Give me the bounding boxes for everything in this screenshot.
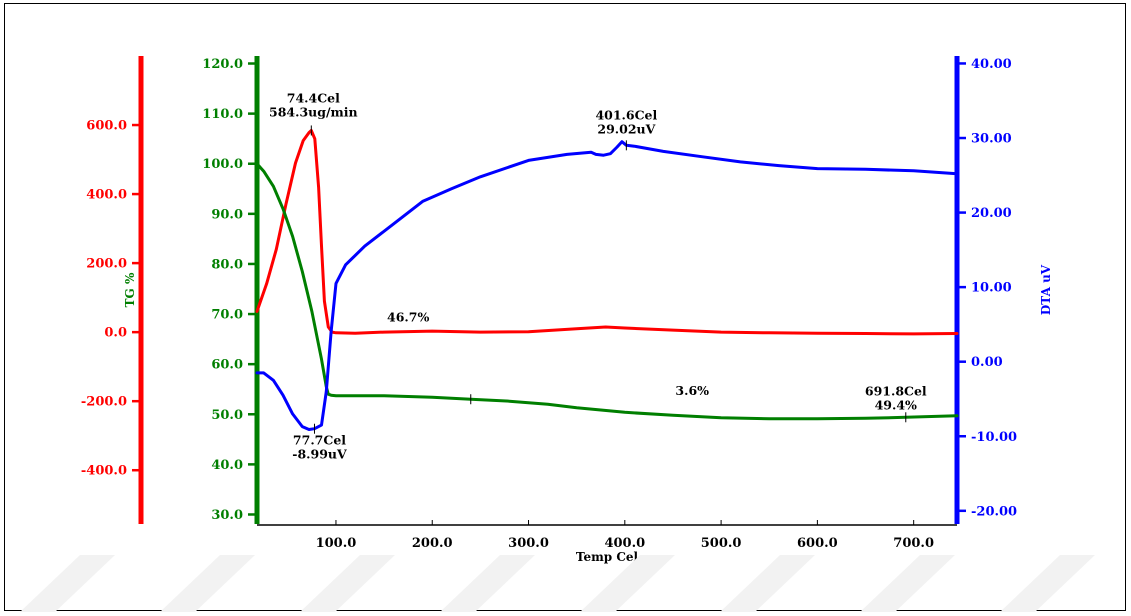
- tg-tick-label: 60.0: [211, 358, 243, 373]
- dtg-tick-label: -200.0: [81, 395, 127, 410]
- x-tick-label: 400.0: [604, 536, 645, 551]
- dta-tick-label: 40.00: [971, 57, 1012, 72]
- x-axis-title: Temp Cel: [576, 550, 639, 564]
- x-tick-label: 600.0: [797, 536, 838, 551]
- annotation-label: 77.7Cel: [293, 433, 346, 448]
- watermark-stripe: [860, 555, 955, 612]
- dta-tick-label: 30.00: [971, 132, 1012, 147]
- watermark-stripe: [160, 555, 255, 612]
- watermark-stripe: [440, 555, 535, 612]
- annotation-label: 46.7%: [387, 310, 429, 325]
- dta-axis-title: DTA uV: [1039, 264, 1053, 315]
- tg-series-line: [255, 162, 959, 421]
- tg-tick-label: 50.0: [211, 408, 243, 423]
- dta-tick-label: 20.00: [971, 206, 1012, 221]
- annotation-label: 74.4Cel: [287, 90, 340, 105]
- tg-tick-label: 80.0: [211, 257, 243, 272]
- dta-tick-label: 0.00: [971, 355, 1003, 370]
- tg-tick-label: 90.0: [211, 207, 243, 222]
- watermark-stripe: [20, 555, 115, 612]
- dtg-tick-label: 0.0: [104, 326, 127, 341]
- annotation-label: 584.3ug/min: [269, 104, 358, 119]
- dtg-tick-label: 200.0: [86, 257, 127, 272]
- chart-frame: [4, 3, 1126, 611]
- tg-tick-label: 70.0: [211, 308, 243, 323]
- tg-tick-label: 30.0: [211, 508, 243, 523]
- dta-series-line: [255, 140, 959, 431]
- watermark-stripe: [300, 555, 395, 612]
- dta-tick-label: -10.00: [971, 430, 1017, 445]
- tg-tick-label: 100.0: [202, 157, 243, 172]
- x-tick-label: 100.0: [316, 536, 357, 551]
- annotation-label: 49.4%: [875, 397, 917, 412]
- tg-axis-title: TG %: [123, 272, 137, 307]
- dtg-tick-label: 600.0: [86, 119, 127, 134]
- tg-tick-label: 40.0: [211, 458, 243, 473]
- annotation-label: 29.02uV: [597, 121, 655, 136]
- dtg-series-line: [255, 129, 959, 336]
- annotation-label: 691.8Cel: [865, 383, 927, 398]
- dta-tick-label: -20.00: [971, 504, 1017, 519]
- annotation-label: 401.6Cel: [595, 107, 657, 122]
- x-tick-label: 300.0: [508, 536, 549, 551]
- dtg-tick-label: 400.0: [86, 188, 127, 203]
- annotation-label: 3.6%: [675, 383, 709, 398]
- watermark-stripe: [580, 555, 675, 612]
- annotation-label: -8.99uV: [292, 447, 347, 462]
- watermark-stripe: [720, 555, 815, 612]
- dtg-tick-label: -400.0: [81, 464, 127, 479]
- x-tick-label: 700.0: [893, 536, 934, 551]
- tg-tick-label: 110.0: [202, 107, 243, 122]
- x-tick-label: 500.0: [701, 536, 742, 551]
- dta-tick-label: 10.00: [971, 281, 1012, 296]
- tg-tick-label: 120.0: [202, 57, 243, 72]
- watermark-stripe: [1000, 555, 1095, 612]
- x-tick-label: 200.0: [412, 536, 453, 551]
